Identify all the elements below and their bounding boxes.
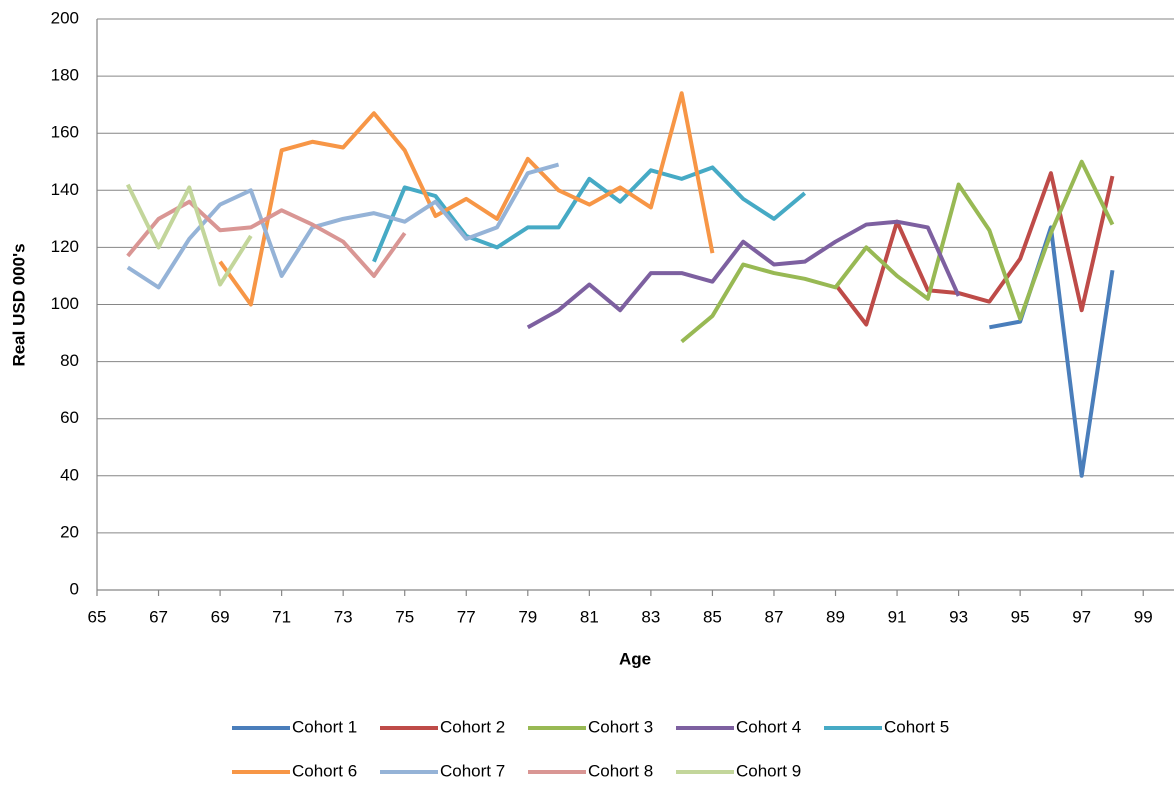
legend-label: Cohort 5 [884,717,949,736]
x-tick-label: 69 [211,607,230,626]
x-tick-label: 85 [703,607,722,626]
series-line [989,225,1115,478]
y-tick-label: 200 [51,8,79,27]
y-tick-label: 140 [51,180,79,199]
series-line [680,159,1115,344]
x-tick-label: 87 [765,607,784,626]
y-tick-label: 100 [51,294,79,313]
x-tick-label: 99 [1134,607,1153,626]
legend-label: Cohort 1 [292,717,357,736]
series-line [126,199,407,278]
x-tick-label: 75 [395,607,414,626]
series-line [833,171,1115,327]
x-tick-label: 67 [149,607,168,626]
x-tick-label: 91 [888,607,907,626]
legend-label: Cohort 3 [588,717,653,736]
y-tick-label: 0 [70,579,79,598]
y-tick-label: 160 [51,123,79,142]
y-tick-label: 40 [60,465,79,484]
legend-label: Cohort 9 [736,761,801,780]
x-tick-label: 93 [949,607,968,626]
x-tick-label: 73 [334,607,353,626]
series-line [526,219,961,330]
x-tick-label: 71 [272,607,291,626]
y-tick-label: 20 [60,522,79,541]
legend-label: Cohort 6 [292,761,357,780]
series-line [218,91,715,307]
legend-label: Cohort 2 [440,717,505,736]
x-tick-label: 79 [518,607,537,626]
x-tick-label: 89 [826,607,845,626]
series-line [126,162,560,290]
x-tick-label: 81 [580,607,599,626]
y-tick-label: 60 [60,408,79,427]
y-tick-label: 180 [51,66,79,85]
x-tick-label: 77 [457,607,476,626]
legend-label: Cohort 7 [440,761,505,780]
x-tick-label: 97 [1072,607,1091,626]
x-tick-label: 95 [1011,607,1030,626]
x-tick-label: 83 [641,607,660,626]
x-tick-label: 65 [88,607,107,626]
y-tick-label: 80 [60,351,79,370]
legend-label: Cohort 8 [588,761,653,780]
y-axis-title: Real USD 000's [9,243,28,366]
series-line [125,183,253,287]
y-tick-label: 120 [51,237,79,256]
x-axis-title: Age [619,649,651,668]
legend-label: Cohort 4 [736,717,801,736]
